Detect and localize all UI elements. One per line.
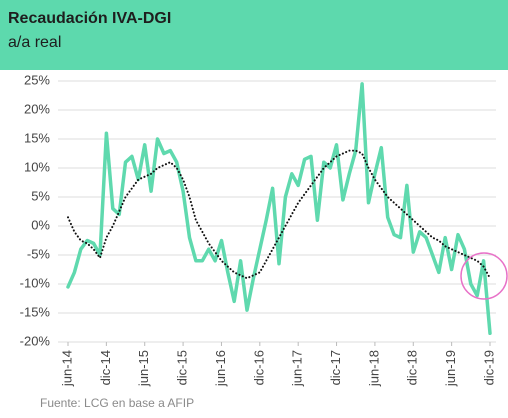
x-tick-label: jun-16 xyxy=(213,350,228,387)
trend-line xyxy=(67,149,491,280)
x-tick-label: jun-17 xyxy=(290,350,305,387)
y-tick-label: -15% xyxy=(20,304,51,319)
y-tick-label: -5% xyxy=(27,246,51,261)
y-tick-label: 20% xyxy=(24,101,50,116)
y-tick-label: 10% xyxy=(24,159,50,174)
y-tick-label: -20% xyxy=(20,333,51,348)
source-note: Fuente: LCG en base a AFIP xyxy=(40,396,194,410)
x-tick-label: dic-14 xyxy=(98,350,113,385)
x-tick-label: dic-15 xyxy=(175,350,190,385)
x-tick-label: jun-14 xyxy=(59,350,74,387)
x-tick-label: dic-16 xyxy=(251,350,266,385)
chart-title: Recaudación IVA-DGI xyxy=(8,10,171,27)
x-tick-label: jun-18 xyxy=(366,350,381,387)
y-tick-label: -10% xyxy=(20,275,51,290)
x-tick-label: dic-19 xyxy=(481,350,496,385)
plot-area: -20% -15% -10% -5% 0% 5% 10% 15% 20% 25% jun-14 dic… xyxy=(20,72,497,387)
y-tick-label: 0% xyxy=(31,217,50,232)
chart-subtitle: a/a real xyxy=(8,34,61,51)
y-tick-label: 5% xyxy=(31,188,50,203)
header-band xyxy=(0,0,508,70)
x-tick-label: jun-19 xyxy=(443,350,458,387)
series-line xyxy=(66,82,492,336)
highlight-circle xyxy=(460,252,508,300)
x-tick-label: jun-15 xyxy=(136,350,151,387)
x-tick-label: dic-18 xyxy=(405,350,420,385)
x-tick-label: dic-17 xyxy=(328,350,343,385)
y-tick-label: 15% xyxy=(24,130,50,145)
y-tick-label: 25% xyxy=(24,72,50,87)
